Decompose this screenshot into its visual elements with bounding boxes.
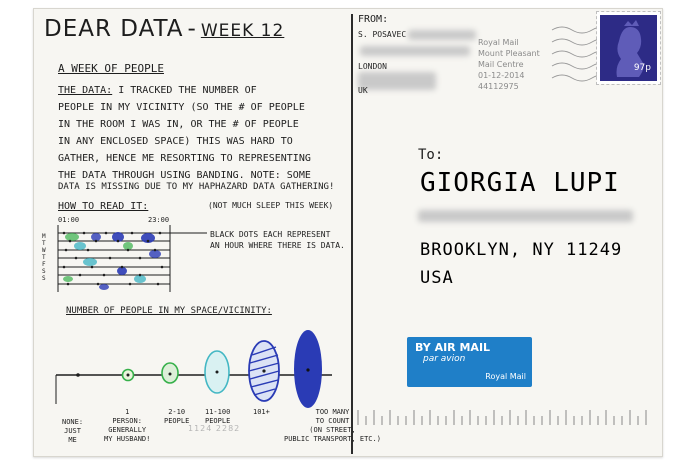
postmark-line: Royal Mail [478, 38, 519, 47]
data-description-line: DATA IS MISSING DUE TO MY HAPHAZARD DATA… [58, 183, 334, 192]
weekday-label: S [42, 275, 46, 282]
data-description-line: THE DATA: I TRACKED THE NUMBER OF [58, 86, 257, 96]
grid-mark [134, 275, 146, 283]
legend-scale [55, 330, 332, 408]
redacted-address [418, 210, 633, 222]
week-grid [57, 225, 207, 292]
grid-mark [117, 267, 127, 275]
grid-mark [123, 242, 133, 250]
how-to-read-label: HOW TO READ IT: [58, 201, 149, 212]
weekday-label: W [42, 247, 46, 254]
barcode [357, 410, 647, 425]
weekday-label: F [42, 261, 46, 268]
airmail-line: BY AIR MAIL [415, 341, 491, 354]
data-label: THE DATA: [58, 85, 113, 96]
sender-name: S. POSAVEC [358, 30, 407, 39]
weekday-label: S [42, 268, 46, 275]
airmail-label: BY AIR MAIL par avion Royal Mail [407, 337, 532, 387]
legend-category-label: 1 PERSON: GENERALLY MY HUSBAND! [104, 408, 151, 443]
legend-mark-dot [306, 368, 310, 372]
weekday-label: M [42, 233, 46, 240]
weekday-labels: M T W T F S S [42, 233, 50, 282]
grid-mark [63, 276, 73, 282]
queen-silhouette-icon [616, 20, 644, 77]
title-dash: - [187, 16, 197, 42]
recipient-city: BROOKLYN, NY 11249 [420, 240, 623, 260]
grid-mark [112, 232, 124, 242]
sender-city: LONDON [358, 62, 387, 71]
redacted-address [408, 30, 476, 40]
center-divider [351, 14, 353, 454]
legend-category-label: 101+ [253, 408, 270, 416]
legend-category-label: 2-10 PEOPLE [164, 408, 190, 425]
data-description-line: GATHER, HENCE ME RESORTING TO REPRESENTI… [58, 153, 311, 164]
recipient-name: GIORGIA LUPI [420, 168, 620, 198]
legend-mark-dot [126, 373, 130, 377]
stamp-value: 97p [633, 63, 651, 73]
legend-mark-hatching [248, 346, 280, 396]
recipient-country: USA [420, 268, 454, 288]
legend-title: NUMBER OF PEOPLE IN MY SPACE/VICINITY: [66, 306, 272, 316]
postmark-line: 44112975 [478, 82, 519, 91]
legend-category-label: 11-100 PEOPLE [205, 408, 231, 425]
redacted-address [360, 46, 470, 56]
grid-mark [83, 258, 97, 266]
legend-mark-dot [262, 369, 266, 373]
to-label: To: [418, 147, 444, 163]
black-dots-note-line: AN HOUR WHERE THERE IS DATA. [210, 241, 345, 250]
redacted-postmark [358, 72, 436, 90]
serial-number: 1124 2282 [188, 424, 241, 433]
data-description-line: THE DATA THROUGH USING BANDING. NOTE: SO… [58, 170, 311, 181]
weekday-label: T [42, 254, 46, 261]
grid-mark [65, 233, 79, 241]
black-dots-note-line: BLACK DOTS EACH REPRESENT [210, 230, 331, 239]
data-description-line: PEOPLE IN MY VICINITY (SO THE # OF PEOPL… [58, 102, 305, 113]
subtitle: A WEEK OF PEOPLE [58, 62, 164, 75]
postcard-title: DEAR DATA - WEEK 12 [44, 16, 284, 42]
time-start-label: 01:00 [58, 216, 80, 224]
data-line-text: GATHERING! [280, 182, 335, 192]
grid-mark [141, 233, 155, 243]
grid-mark [99, 284, 109, 290]
from-label: FROM: [358, 14, 389, 25]
weekday-label: T [42, 240, 46, 247]
legend-mark-none [76, 373, 80, 377]
time-end-label: 23:00 [148, 216, 170, 224]
data-description-line: IN THE ROOM I WAS IN, OR THE # OF PEOPLE [58, 119, 299, 130]
airmail-line: Royal Mail [485, 372, 526, 381]
legend-category-label: TOO MANY TO COUNT (ON STREET, PUBLIC TRANSP… [284, 408, 381, 443]
black-dots-note: BLACK DOTS EACH REPRESENT AN HOUR WHERE … [210, 229, 345, 251]
postmark-line: 01-12-2014 [478, 71, 525, 80]
grid-mark [74, 242, 86, 250]
grid-mark [149, 250, 161, 258]
how-to-read-note: (NOT MUCH SLEEP THIS WEEK) [208, 201, 334, 210]
legend-category-label: NONE: JUST ME [62, 418, 84, 444]
postage-stamp: 97p [596, 11, 661, 85]
airmail-line: par avion [423, 354, 466, 364]
legend-mark-dot [168, 372, 172, 376]
data-line-text: DATA IS MISSING DUE TO MY HAPHAZARD DATA [58, 182, 275, 192]
legend-mark-dot [215, 370, 219, 374]
title-text: DEAR DATA [44, 16, 184, 42]
week-label: WEEK 12 [200, 21, 285, 41]
data-description-line: IN ANY ENCLOSED SPACE) THIS WAS HARD TO [58, 136, 293, 147]
sender-country: UK [358, 86, 368, 95]
postmark-line: Mail Centre [478, 60, 524, 69]
postmark-line: Mount Pleasant [478, 49, 540, 58]
hour-dots [62, 231, 164, 286]
data-line-text: I TRACKED THE NUMBER OF [118, 85, 257, 96]
grid-mark [91, 233, 101, 241]
